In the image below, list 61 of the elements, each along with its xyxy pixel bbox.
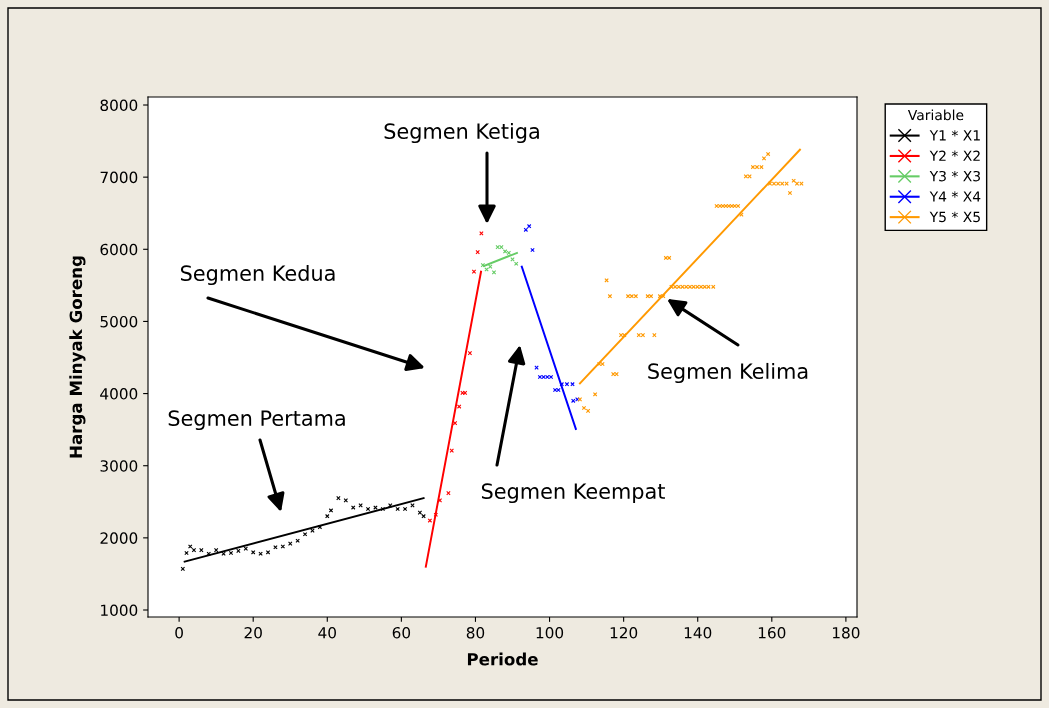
point — [302, 531, 308, 537]
annotation: Segmen Pertama — [168, 410, 345, 431]
legend-label: Y1 * X1 — [929, 130, 980, 141]
point — [336, 495, 341, 501]
point — [556, 387, 561, 393]
annotation: Segmen Kelima — [648, 362, 808, 384]
annotation: Segmen Keempat — [481, 483, 665, 504]
y-axis-title: Harga Minyak Goreng — [69, 256, 86, 458]
point — [541, 374, 546, 380]
legend-label: Y5 * X5 — [929, 211, 980, 223]
point — [280, 544, 286, 549]
legend-label: Y4 * X4 — [929, 191, 981, 202]
x-tick-label: 140 — [684, 626, 712, 639]
point — [491, 270, 497, 275]
y-tick-label: 4000 — [100, 388, 138, 400]
point — [530, 247, 535, 253]
point — [467, 350, 473, 356]
x-axis-title: Periode — [467, 652, 538, 666]
x-tick-label: 20 — [244, 626, 262, 639]
legend-label: Y3 * X3 — [929, 170, 980, 182]
point — [265, 550, 271, 555]
x-tick-label: 180 — [832, 626, 860, 639]
annotation: Segmen Kedua — [180, 264, 335, 286]
point — [417, 510, 423, 515]
x-tick-label: 0 — [175, 626, 183, 639]
point — [446, 490, 451, 496]
x-tick-label: 40 — [318, 626, 336, 639]
y-tick-label: 3000 — [100, 460, 138, 472]
y-tick-label: 5000 — [100, 315, 138, 328]
point — [213, 547, 219, 553]
y-tick-label: 1000 — [101, 604, 138, 617]
x-tick-label: 60 — [392, 626, 411, 639]
point — [180, 566, 186, 572]
point — [328, 508, 334, 513]
x-tick-label: 80 — [466, 626, 485, 639]
point — [437, 498, 443, 503]
point — [523, 227, 529, 233]
point — [427, 518, 433, 523]
point — [471, 269, 477, 274]
y-tick-label: 6000 — [100, 243, 138, 256]
y-tick-label: 8000 — [100, 99, 138, 112]
x-tick-label: 160 — [758, 626, 786, 639]
annotation: Segmen Ketiga — [384, 122, 539, 144]
x-tick-label: 120 — [610, 626, 638, 639]
point — [395, 506, 400, 512]
point — [187, 544, 193, 549]
point — [545, 374, 550, 380]
point — [456, 404, 462, 409]
legend-title: Variable — [907, 109, 964, 121]
point — [502, 249, 508, 254]
x-tick-label: 100 — [536, 626, 564, 639]
y-tick-label: 7000 — [100, 171, 138, 184]
point — [499, 244, 504, 250]
y-tick-label: 2000 — [100, 532, 138, 544]
point — [184, 550, 189, 556]
legend-label: Y2 * X2 — [929, 150, 980, 161]
point — [199, 547, 204, 553]
point — [526, 223, 532, 229]
point — [506, 250, 512, 256]
point — [350, 505, 356, 510]
point — [236, 548, 241, 554]
